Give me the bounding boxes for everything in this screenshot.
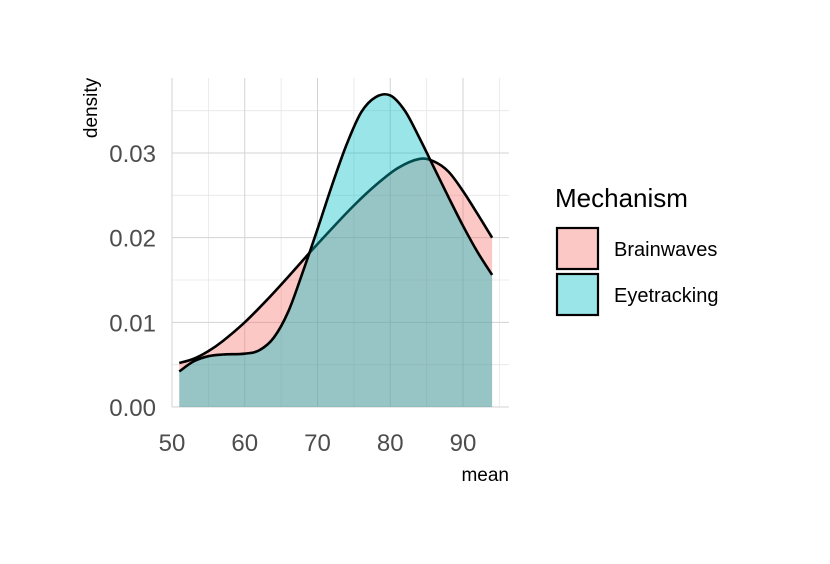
x-tick-label: 80 <box>377 430 404 457</box>
legend-label-eyetracking: Eyetracking <box>614 285 719 307</box>
y-tick-label: 0.01 <box>109 310 156 337</box>
y-tick-label: 0.03 <box>109 141 156 168</box>
grid <box>171 78 509 408</box>
density-area-eyetracking <box>179 94 493 408</box>
density-line-eyetracking <box>178 92 494 373</box>
legend-swatch-brainwaves <box>555 226 600 271</box>
density-line-brainwaves <box>178 157 494 365</box>
x-tick-label: 60 <box>231 430 258 457</box>
x-tick-label: 70 <box>304 430 331 457</box>
y-axis-title: density <box>81 77 102 138</box>
x-tick-label: 50 <box>159 430 186 457</box>
legend-title: Mechanism <box>555 183 688 213</box>
x-axis-tick-labels: 50 60 70 80 90 <box>159 430 477 457</box>
y-axis-tick-labels: 0.00 0.01 0.02 0.03 <box>109 141 156 422</box>
y-tick-label: 0.00 <box>109 395 156 422</box>
legend-swatch-eyetracking <box>555 272 600 317</box>
density-series <box>178 92 494 408</box>
x-tick-label: 90 <box>450 430 477 457</box>
legend-label-brainwaves: Brainwaves <box>614 239 717 261</box>
density-area-brainwaves <box>179 158 493 407</box>
legend: Mechanism Brainwaves Eyetracking <box>555 183 719 317</box>
x-axis-title: mean <box>461 465 509 486</box>
y-tick-label: 0.02 <box>109 226 156 253</box>
